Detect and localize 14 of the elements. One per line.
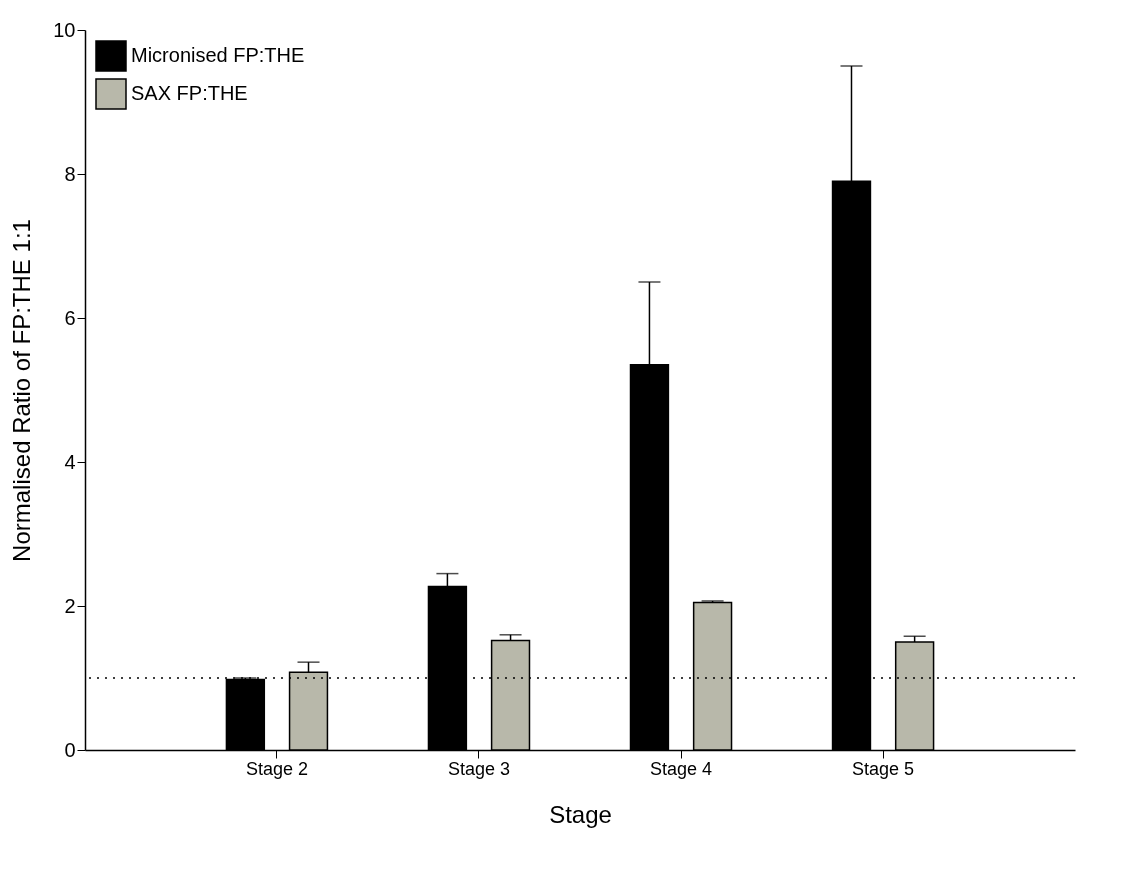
y-tick-label: 2 [64,594,76,617]
x-tick-label: Stage 5 [852,758,915,779]
legend-label: SAX FP:THE [131,82,248,104]
y-tick-label: 4 [64,450,76,473]
y-tick-label: 8 [64,162,76,185]
x-axis-title: Stage [549,800,612,828]
y-tick-label: 6 [64,306,76,329]
y-tick-label: 0 [64,738,76,761]
x-tick-label: Stage 3 [447,758,511,779]
y-axis-title: Normalised Ratio of FP:THE 1:1 [8,219,36,562]
legend-label: Micronised FP:THE [131,44,305,66]
x-tick-label: Stage 4 [649,758,713,779]
x-tick-label: Stage 2 [245,758,308,779]
y-tick-label: 10 [53,18,76,41]
